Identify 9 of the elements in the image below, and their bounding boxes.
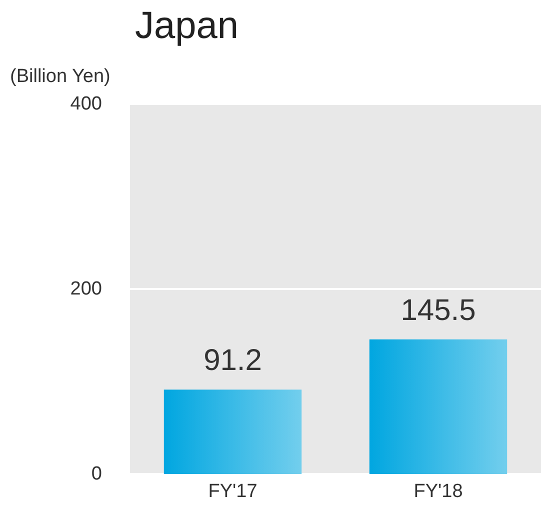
x-tick-label: FY'18: [414, 481, 463, 502]
chart-title: Japan: [135, 5, 239, 47]
y-tick-label: 200: [70, 278, 102, 300]
y-tick-label: 0: [91, 464, 102, 484]
y-tick-label: 400: [70, 94, 102, 114]
data-label: 145.5: [400, 294, 476, 327]
data-label: 91.2: [204, 344, 262, 378]
y-axis-title: (Billion Yen): [10, 66, 110, 87]
x-tick-label: FY'17: [208, 481, 258, 502]
